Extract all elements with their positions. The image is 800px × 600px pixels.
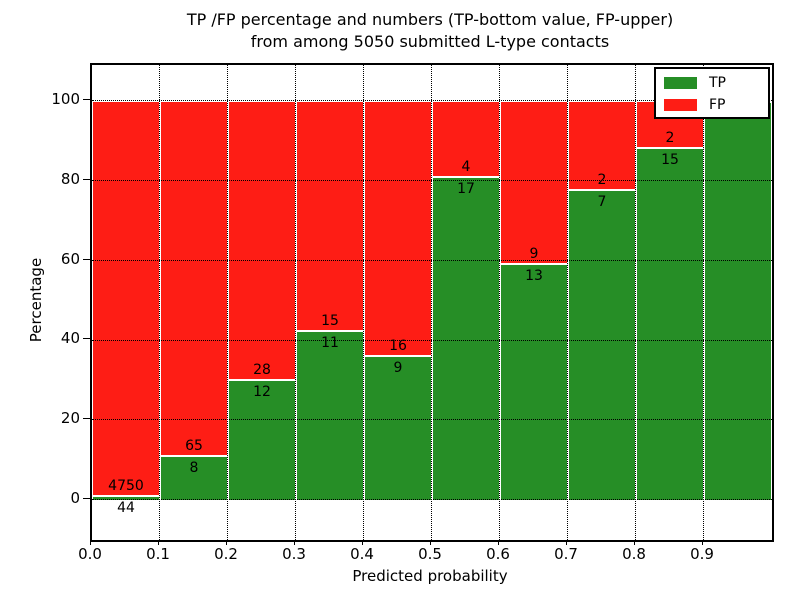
vertical-gridline (431, 65, 433, 540)
bar-segment-fp-4 (364, 101, 432, 357)
x-tick-mark (362, 540, 363, 545)
legend-item-fp: FP (664, 98, 726, 112)
y-tick-label: 20 (60, 409, 80, 428)
bar-segment-fp-3 (296, 101, 364, 332)
bar-segment-tp-1 (160, 456, 228, 500)
y-tick-label: 100 (51, 90, 80, 108)
fp-count-label: 28 (253, 362, 271, 379)
vertical-gridline (635, 65, 637, 540)
bar-segment-tp-5 (432, 177, 500, 500)
x-tick-mark (634, 540, 635, 545)
x-tick-label: 0.2 (214, 545, 238, 563)
bar-segment-tp-2 (228, 380, 296, 500)
x-tick-mark (430, 540, 431, 545)
chart-title-line2: from among 5050 submitted L-type contact… (250, 32, 610, 51)
y-tick-label: 40 (60, 329, 80, 348)
tp-count-label: 11 (321, 335, 339, 352)
plot-area: TP FP 475044658281215111694179132721523 (90, 63, 774, 542)
chart-title-line1: TP /FP percentage and numbers (TP-bottom… (186, 10, 674, 29)
bar-segment-tp-6 (500, 264, 568, 500)
y-tick-label: 0 (70, 489, 80, 507)
fp-count-label: 65 (185, 438, 203, 455)
horizontal-gridline (92, 419, 772, 421)
fp-count-label: 15 (321, 313, 339, 330)
y-tick-label: 60 (60, 249, 80, 268)
fp-count-label: 4 (461, 159, 471, 175)
fp-count-label: 2 (597, 171, 607, 188)
x-tick-mark (498, 540, 499, 545)
horizontal-gridline (92, 259, 772, 261)
bar-segment-fp-7 (568, 101, 636, 190)
x-tick-mark (158, 540, 159, 545)
x-tick-mark (566, 540, 567, 545)
tp-count-label: 15 (661, 151, 679, 168)
y-tick-label: 80 (60, 169, 80, 188)
horizontal-gridline (92, 499, 772, 501)
legend-swatch-fp (664, 99, 697, 111)
vertical-gridline (703, 65, 705, 540)
horizontal-gridline (92, 180, 772, 182)
y-tick-mark (83, 338, 90, 340)
y-tick-mark (83, 418, 90, 420)
x-tick-mark (702, 540, 703, 545)
bar-segment-tp-8 (636, 147, 704, 500)
x-tick-label: 0.5 (418, 545, 442, 563)
tp-count-label: 17 (457, 181, 475, 197)
y-tick-mark (83, 258, 90, 260)
x-tick-label: 0.8 (622, 545, 646, 563)
fp-count-label: 16 (389, 338, 407, 355)
horizontal-gridline (92, 100, 772, 102)
x-tick-mark (294, 540, 295, 545)
chart-title: TP /FP percentage and numbers (TP-bottom… (90, 9, 770, 53)
x-tick-label: 0.4 (350, 545, 374, 563)
fp-count-label: 9 (529, 246, 539, 263)
vertical-gridline (227, 65, 229, 540)
legend-label-fp: FP (709, 97, 726, 113)
tp-count-label: 7 (597, 193, 607, 210)
x-tick-label: 0.9 (690, 545, 714, 563)
bar-segment-tp-4 (364, 356, 432, 500)
vertical-gridline (295, 65, 297, 540)
bar-segment-fp-1 (160, 101, 228, 457)
y-tick-mark (83, 498, 90, 499)
tp-count-label: 9 (393, 360, 403, 377)
x-tick-mark (90, 540, 91, 545)
legend-swatch-tp (664, 77, 697, 89)
x-tick-mark (226, 540, 227, 545)
bar-segment-fp-0 (92, 101, 160, 497)
y-tick-mark (83, 99, 90, 100)
horizontal-gridline (92, 339, 772, 341)
tp-count-label: 8 (189, 460, 199, 477)
tp-count-label: 13 (525, 268, 543, 285)
fp-count-label: 4750 (108, 478, 144, 495)
y-tick-mark (83, 178, 90, 180)
x-tick-label: 0.3 (282, 545, 306, 563)
bar-segment-tp-3 (296, 331, 364, 500)
fp-count-label: 2 (665, 129, 675, 146)
vertical-gridline (159, 65, 161, 540)
vertical-gridline (363, 65, 365, 540)
bar-segment-tp-9 (704, 101, 772, 500)
tp-count-label: 12 (253, 384, 271, 401)
vertical-gridline (499, 65, 501, 540)
legend: TP FP (654, 67, 770, 119)
legend-label-tp: TP (709, 75, 726, 91)
x-tick-label: 0.6 (486, 545, 510, 563)
bar-segment-fp-2 (228, 101, 296, 381)
bar-segment-fp-6 (500, 101, 568, 265)
x-tick-label: 0.1 (146, 545, 170, 563)
tp-count-label: 44 (117, 500, 135, 517)
x-tick-label: 0.7 (554, 545, 578, 563)
vertical-gridline (567, 65, 569, 540)
x-axis-label: Predicted probability (352, 567, 508, 585)
x-tick-label: 0.0 (78, 545, 102, 563)
legend-item-tp: TP (664, 76, 726, 90)
bar-segment-tp-7 (568, 189, 636, 500)
